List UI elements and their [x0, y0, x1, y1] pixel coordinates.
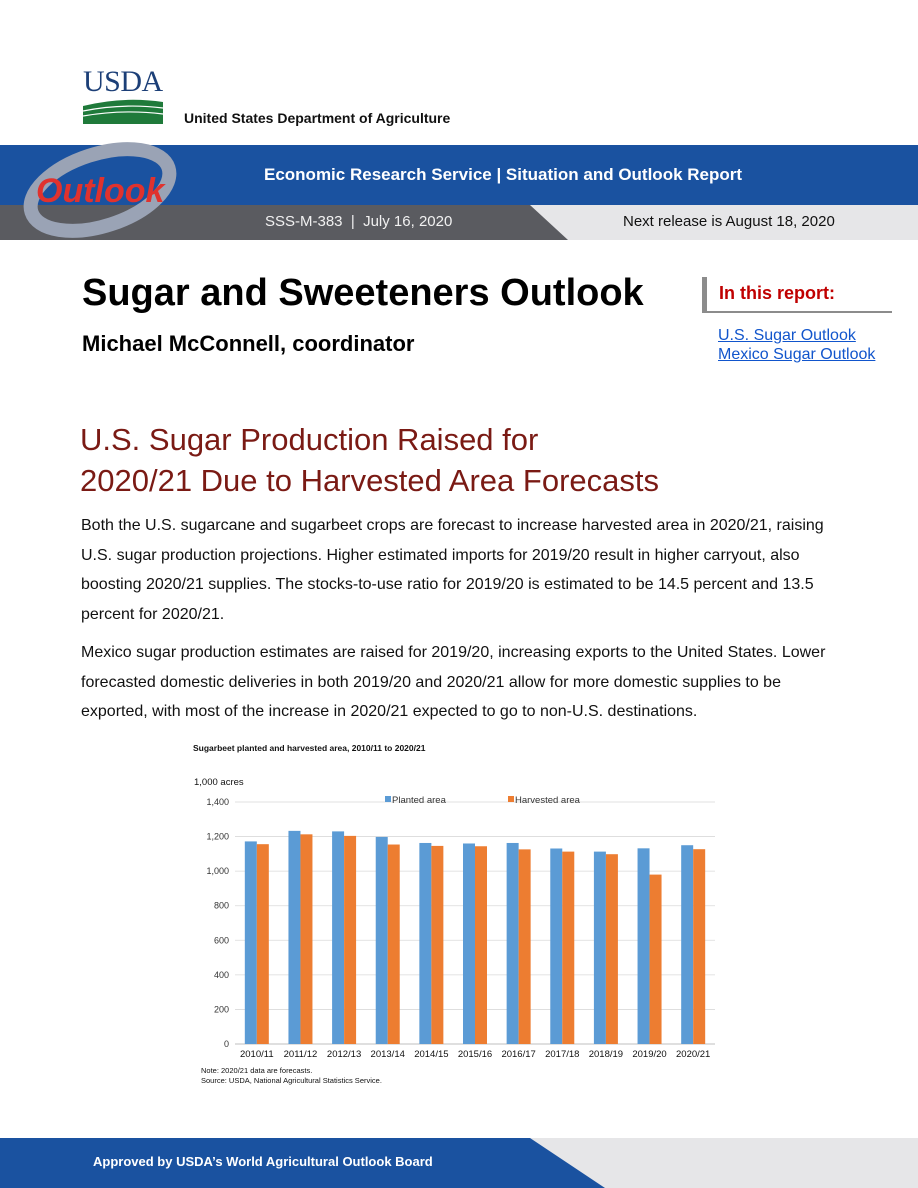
bar-planted	[419, 842, 432, 1044]
y-tick-label: 800	[214, 901, 229, 911]
x-tick-label: 2013/14	[371, 1049, 405, 1060]
y-tick-label: 0	[224, 1039, 229, 1049]
x-tick-label: 2017/18	[545, 1049, 579, 1060]
body-paragraph-1: Both the U.S. sugarcane and sugarbeet cr…	[81, 517, 824, 623]
y-tick-label: 200	[214, 1004, 229, 1014]
chart-svg: Sugarbeet planted and harvested area, 20…	[193, 743, 715, 1085]
bar-harvested	[344, 835, 357, 1044]
x-tick-label: 2020/21	[676, 1049, 710, 1060]
x-tick-label: 2014/15	[414, 1049, 448, 1060]
chart-note: Note: 2020/21 data are forecasts.	[201, 1066, 312, 1075]
bar-harvested	[475, 846, 487, 1044]
area-chart: Sugarbeet planted and harvested area, 20…	[185, 738, 725, 1093]
footer-blue-band	[0, 1138, 605, 1188]
x-tick-label: 2010/11	[240, 1049, 274, 1060]
in-this-report-label: In this report:	[719, 283, 835, 303]
bar-planted	[593, 851, 606, 1044]
bar-planted	[332, 831, 345, 1044]
outlook-logo-icon: Outlook	[23, 142, 177, 238]
bar-harvested	[518, 849, 531, 1044]
legend-label: Harvested area	[515, 795, 581, 806]
headline: U.S. Sugar Production Raised for 2020/21…	[80, 419, 780, 501]
usda-logo-text: USDA	[83, 65, 163, 98]
banner-title: Economic Research Service | Situation an…	[264, 165, 743, 184]
footer-approval-text: Approved by USDA’s World Agricultural Ou…	[93, 1154, 433, 1169]
x-tick-label: 2016/17	[501, 1049, 535, 1060]
y-tick-label: 600	[214, 935, 229, 945]
bar-harvested	[431, 845, 444, 1044]
usda-hill-icon	[83, 99, 163, 124]
x-tick-label: 2018/19	[589, 1049, 623, 1060]
chart-bars	[244, 830, 706, 1044]
x-tick-label: 2019/20	[632, 1049, 666, 1060]
y-tick-label: 400	[214, 970, 229, 980]
usda-logo: USDA	[83, 65, 163, 124]
chart-legend: Planted area Harvested area	[385, 795, 581, 806]
bar-planted	[681, 845, 694, 1044]
chart-source: Source: USDA, National Agricultural Stat…	[201, 1076, 382, 1085]
coordinator-name: Michael McConnell, coordinator	[82, 331, 415, 356]
bar-harvested	[256, 844, 269, 1044]
x-tick-label: 2012/13	[327, 1049, 361, 1060]
outlook-logo-text: Outlook	[36, 172, 167, 210]
bar-planted	[550, 848, 563, 1044]
bar-harvested	[693, 849, 706, 1044]
chart-y-axis-label: 1,000 acres	[194, 777, 244, 788]
chart-ticks: 0 200 400 600 800 1,000 1,200 1,400 2010/11 2011/…	[206, 797, 710, 1060]
x-tick-label: 2011/12	[284, 1049, 318, 1060]
chart-title: Sugarbeet planted and harvested area, 20…	[193, 743, 426, 753]
y-tick-label: 1,000	[206, 866, 229, 876]
body-paragraph-2: Mexico sugar production estimates are ra…	[81, 644, 826, 720]
headline-line-2: 2020/21 Due to Harvested Area Forecasts	[80, 463, 659, 498]
headline-line-1: U.S. Sugar Production Raised for	[80, 422, 539, 457]
in-this-report-box: In this report:	[702, 277, 892, 313]
legend-swatch	[508, 796, 514, 802]
y-tick-label: 1,400	[206, 797, 229, 807]
bar-harvested	[605, 854, 618, 1044]
department-name: United States Department of Agriculture	[184, 110, 451, 126]
bar-planted	[463, 843, 475, 1044]
bar-planted	[375, 836, 388, 1044]
y-tick-label: 1,200	[206, 832, 229, 842]
legend-swatch	[385, 796, 391, 802]
bar-harvested	[387, 844, 400, 1044]
bar-harvested	[649, 874, 662, 1044]
link-us-sugar-outlook[interactable]: U.S. Sugar Outlook	[718, 327, 856, 344]
bar-planted	[288, 830, 301, 1044]
bar-harvested	[300, 834, 313, 1044]
bar-planted	[244, 841, 257, 1044]
bar-planted	[637, 848, 650, 1044]
report-number-date: SSS-M-383 | July 16, 2020	[265, 213, 453, 230]
bar-harvested	[562, 851, 575, 1044]
bar-planted	[506, 842, 519, 1044]
legend-label: Planted area	[392, 795, 447, 806]
x-tick-label: 2015/16	[458, 1049, 492, 1060]
link-mexico-sugar-outlook[interactable]: Mexico Sugar Outlook	[718, 346, 876, 363]
page-title: Sugar and Sweeteners Outlook	[82, 272, 644, 314]
next-release-date: Next release is August 18, 2020	[623, 213, 835, 230]
